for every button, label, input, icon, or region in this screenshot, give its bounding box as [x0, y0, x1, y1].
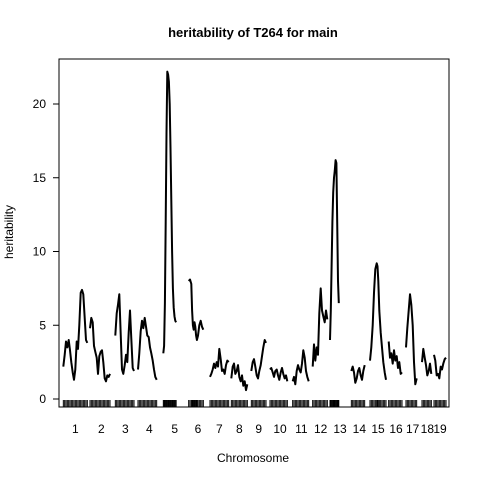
y-tick-label: 15: [33, 171, 47, 185]
chromosome-label: 3: [122, 422, 129, 436]
chromosome-label: 1: [72, 422, 79, 436]
y-tick-label: 20: [33, 97, 47, 111]
series-line-chr6: [187, 278, 205, 341]
chromosome-label: 14: [353, 422, 367, 436]
chromosome-label: 19: [433, 422, 447, 436]
series-line-chr11: [291, 349, 310, 386]
series-line-chr8: [230, 362, 249, 392]
series-line-chr19: [433, 354, 447, 380]
series-line-chr3: [114, 293, 135, 375]
y-axis: 0 5 10 15 20: [33, 97, 60, 406]
x-axis: 1 2 3 4 5 6 7 8 9 10 11 12 13 14 15 16 17 18 19: [72, 422, 447, 436]
series-line-chr17: [405, 293, 418, 386]
series-line-chr1: [62, 288, 89, 381]
series-line-chr9: [250, 339, 267, 380]
chromosome-label: 12: [314, 422, 328, 436]
series-line-chr4: [137, 316, 158, 381]
series-line-chr10: [269, 367, 289, 382]
y-tick-label: 5: [39, 318, 46, 332]
y-axis-label: heritability: [2, 205, 16, 259]
series-line-chr5: [162, 70, 177, 354]
series-line-chr18: [421, 347, 433, 377]
chromosome-label: 8: [236, 422, 243, 436]
chart-title: heritability of T264 for main: [168, 25, 338, 40]
series-line-chr7: [209, 347, 230, 378]
series-line-chr2: [89, 316, 111, 383]
chromosome-label: 18: [421, 422, 435, 436]
chromosome-label: 5: [171, 422, 178, 436]
series-line-chr14: [350, 364, 366, 384]
chromosome-label: 2: [98, 422, 105, 436]
series-line-chr16: [387, 341, 403, 375]
series-layer: [62, 70, 447, 392]
y-tick-label: 0: [39, 392, 46, 406]
series-line-chr13: [329, 159, 340, 341]
chromosome-label: 11: [295, 422, 308, 436]
x-axis-label: Chromosome: [217, 451, 289, 465]
chromosome-label: 16: [389, 422, 403, 436]
marker-rug: [62, 400, 447, 407]
chromosome-label: 17: [406, 422, 420, 436]
chromosome-label: 7: [216, 422, 223, 436]
chromosome-label: 10: [273, 422, 287, 436]
chromosome-label: 4: [146, 422, 153, 436]
series-line-chr15: [369, 262, 387, 380]
chromosome-label: 15: [371, 422, 385, 436]
chromosome-label: 13: [333, 422, 347, 436]
series-line-chr12: [311, 287, 329, 367]
y-tick-label: 10: [33, 245, 47, 259]
chromosome-label: 6: [195, 422, 202, 436]
chromosome-label: 9: [255, 422, 262, 436]
